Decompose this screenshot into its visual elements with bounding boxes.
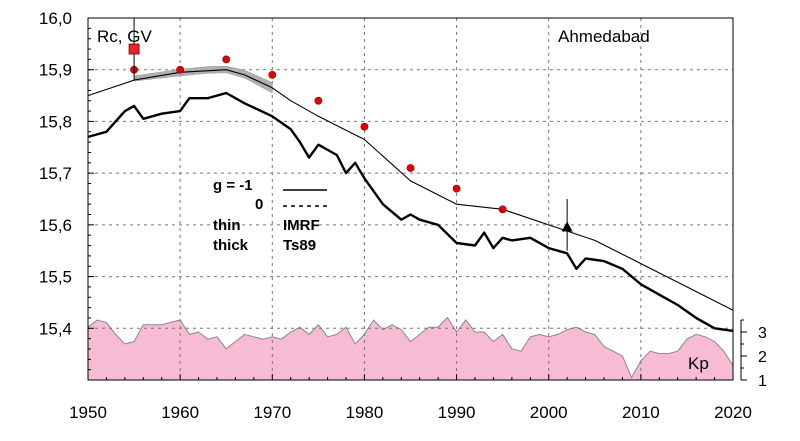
plot-frame bbox=[87, 17, 734, 381]
x-tick-label: 2020 bbox=[714, 403, 752, 422]
marker-layer bbox=[128, 18, 573, 251]
y-tick-label: 15,8 bbox=[39, 112, 72, 131]
y-tick-label: 15,6 bbox=[39, 216, 72, 235]
kp-tick-label: 2 bbox=[758, 349, 767, 366]
legend: g = -1 0 thin IMRF thick Ts89 bbox=[213, 177, 327, 254]
station-label: Ahmedabad bbox=[558, 27, 650, 46]
series-thick-line bbox=[87, 91, 734, 333]
series-layer bbox=[87, 69, 734, 333]
y-tick-label: 15,5 bbox=[39, 268, 72, 287]
data-dot bbox=[360, 122, 369, 131]
x-tick-label: 1980 bbox=[346, 403, 384, 422]
x-tick-label: 2010 bbox=[622, 403, 660, 422]
kp-tick-label: 1 bbox=[758, 373, 767, 390]
y-axis-label: Rc, GV bbox=[97, 27, 152, 46]
x-tick-label: 1990 bbox=[438, 403, 476, 422]
kp-area-layer bbox=[87, 316, 734, 380]
x-tick-label: 1960 bbox=[161, 403, 199, 422]
kp-line bbox=[87, 316, 734, 379]
series-thin-line bbox=[87, 69, 734, 311]
data-dot bbox=[452, 184, 461, 193]
y-tick-label: 15,7 bbox=[39, 164, 72, 183]
kp-area bbox=[88, 317, 733, 380]
data-dot bbox=[222, 55, 231, 64]
legend-ts89: Ts89 bbox=[283, 237, 316, 254]
triangle-marker bbox=[561, 221, 573, 232]
y-tick-label: 15,9 bbox=[39, 61, 72, 80]
legend-g-minus1: g = -1 bbox=[213, 177, 253, 194]
y-tick-label: 16,0 bbox=[39, 9, 72, 28]
kp-label: Kp bbox=[688, 354, 709, 373]
legend-g-zero: 0 bbox=[255, 196, 263, 213]
legend-imrf: IMRF bbox=[283, 217, 320, 234]
legend-thin: thin bbox=[213, 217, 241, 234]
x-tick-label: 1970 bbox=[253, 403, 291, 422]
data-dot bbox=[268, 70, 277, 79]
x-tick-label: 1950 bbox=[69, 403, 107, 422]
data-dot bbox=[406, 164, 415, 172]
axis-layer: 1950 1960 1970 1980 1990 2000 2010 2020 15,4 15,5… bbox=[39, 9, 767, 422]
data-dot bbox=[314, 96, 323, 105]
kp-tick-label: 3 bbox=[758, 325, 767, 342]
legend-thick: thick bbox=[213, 237, 249, 254]
data-dot bbox=[498, 205, 507, 214]
grid-layer bbox=[88, 18, 733, 380]
data-dot bbox=[176, 65, 185, 74]
x-tick-label: 2000 bbox=[530, 403, 568, 422]
square-marker bbox=[128, 43, 140, 55]
y-tick-label: 15,4 bbox=[39, 319, 72, 338]
